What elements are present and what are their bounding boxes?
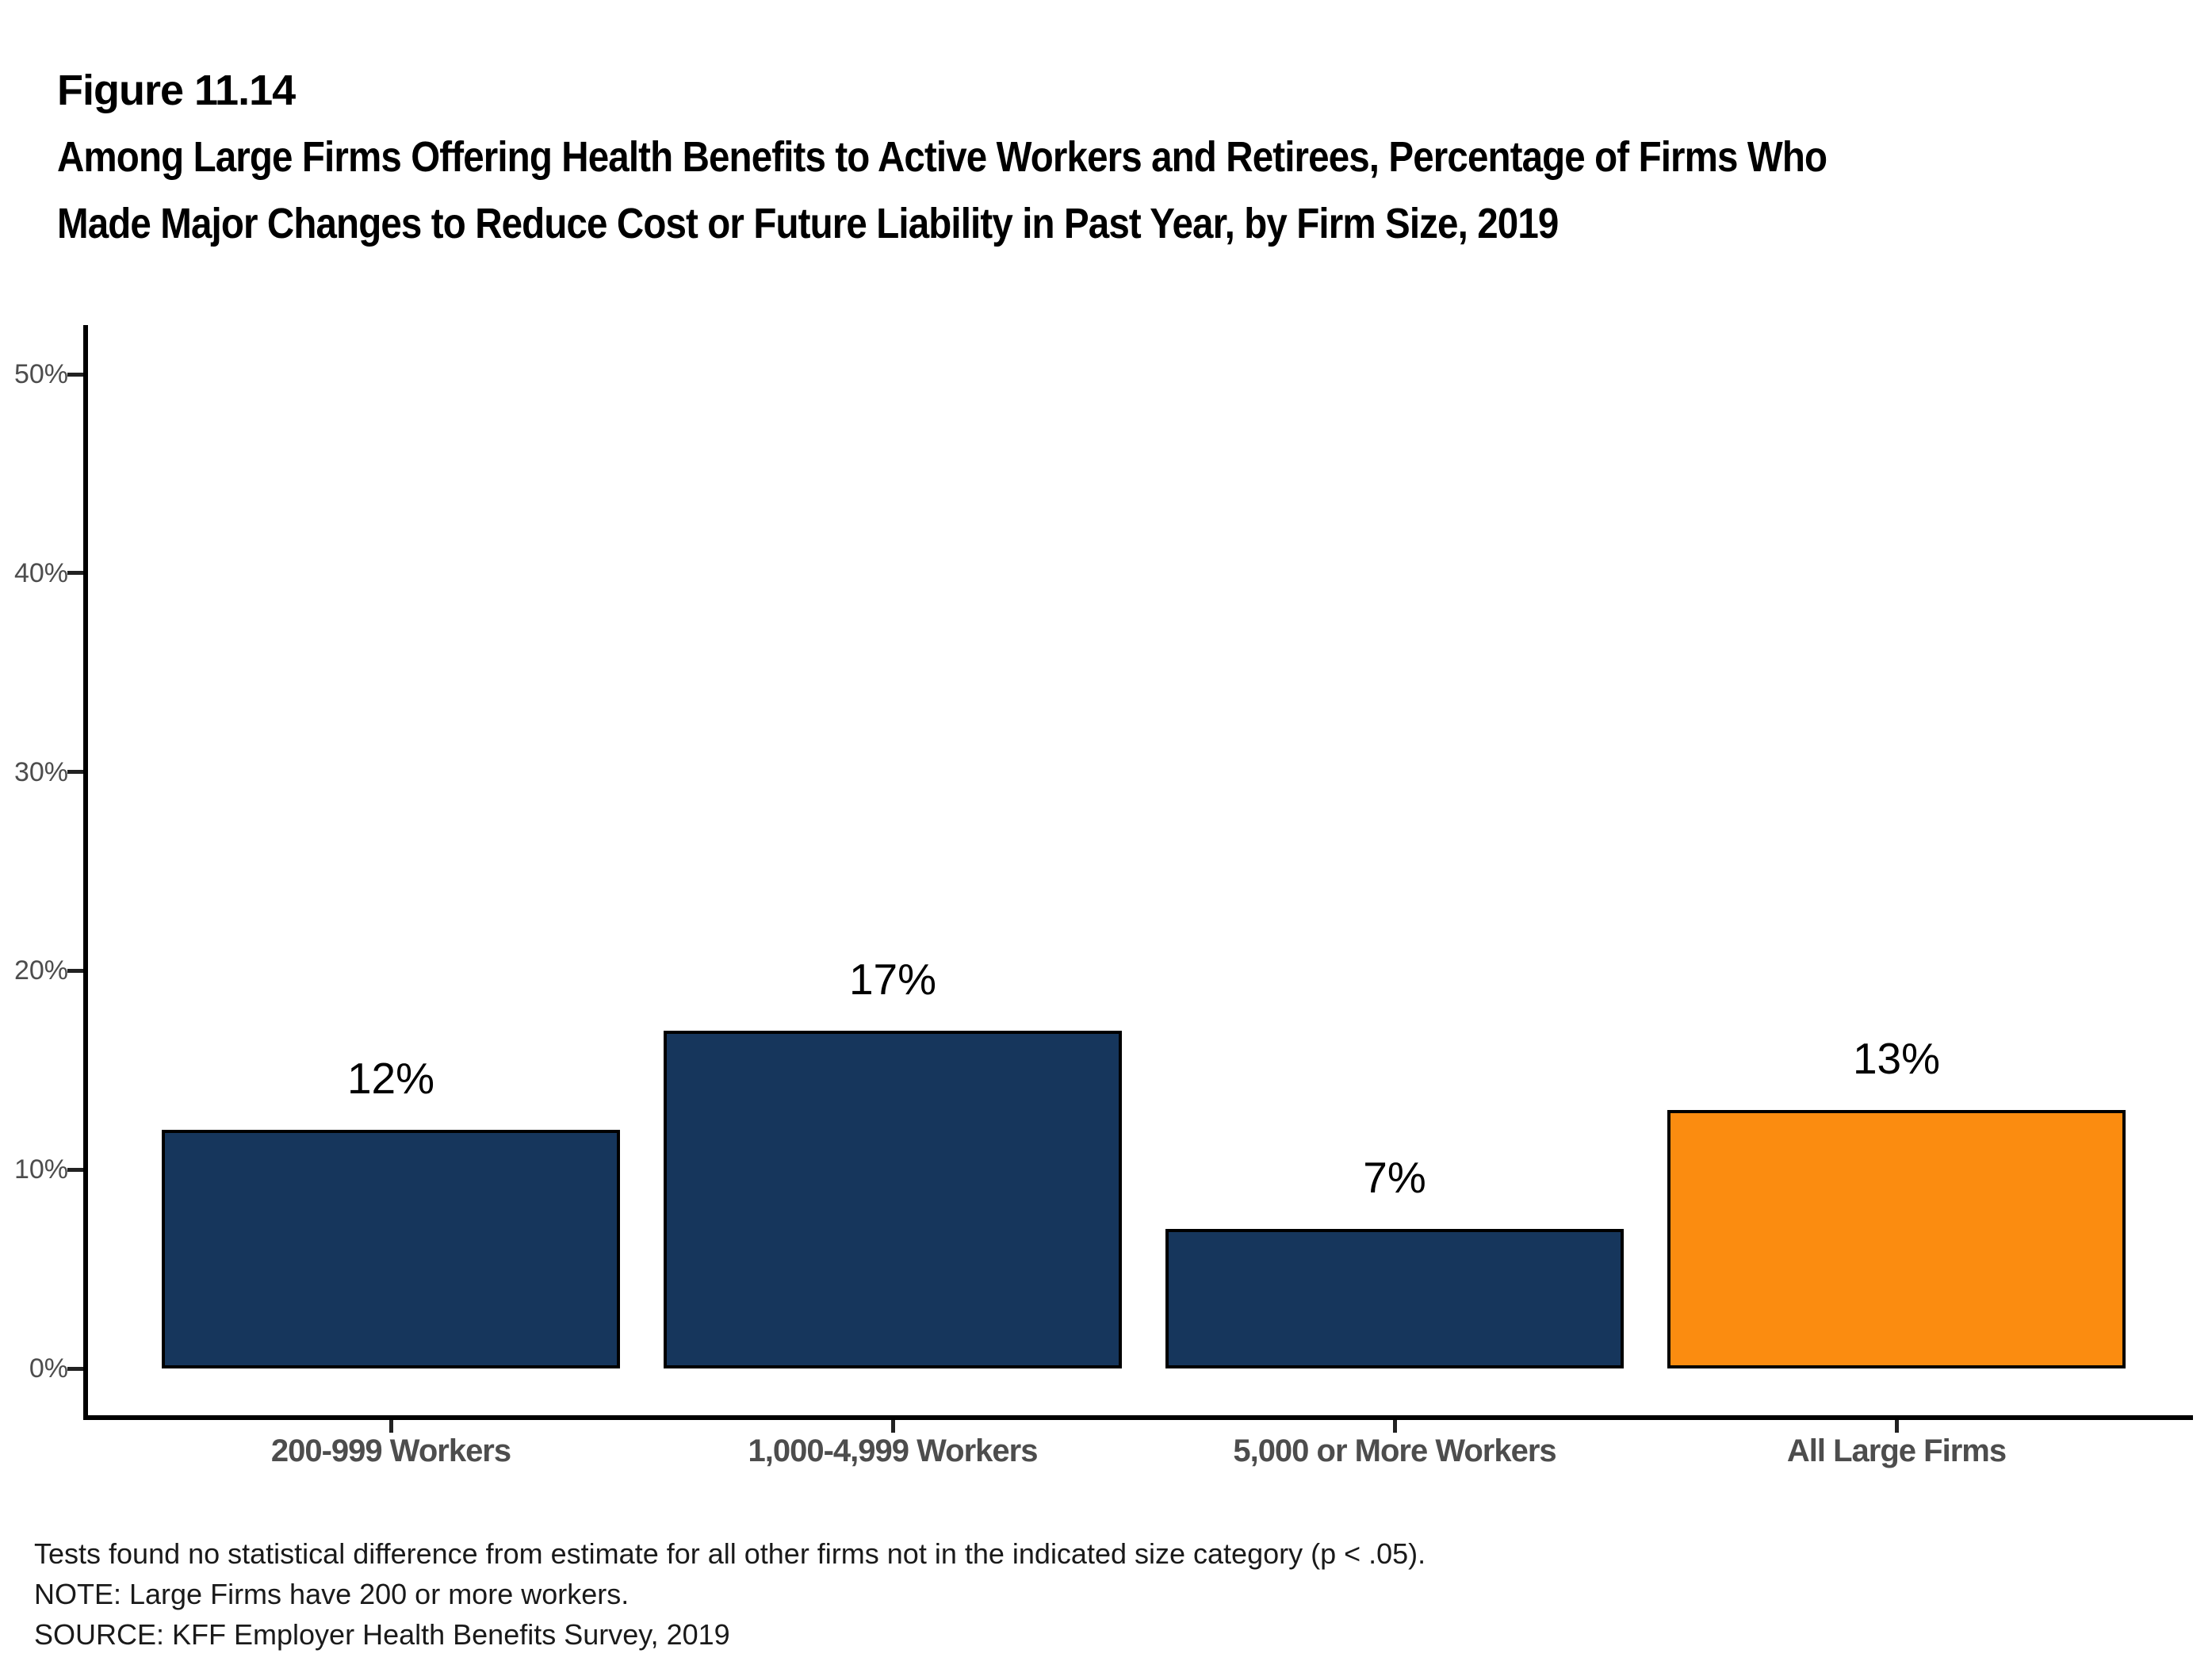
bar-value-label: 13% [1852,1033,1941,1083]
y-tick-label: 10% [13,1154,68,1185]
y-tick [67,1366,83,1371]
y-tick [67,571,83,576]
x-tick [1894,1420,1899,1433]
bar-value-label: 17% [848,954,937,1004]
y-tick [67,1167,83,1172]
y-tick [67,968,83,973]
bar [664,1030,1122,1368]
x-category-label: 5,000 or More Workers [1233,1433,1556,1468]
x-tick [388,1420,393,1433]
footnote-statistical-tests: Tests found no statistical difference fr… [34,1537,1426,1570]
bar-value-label: 7% [1363,1153,1426,1203]
bar [162,1130,620,1368]
y-tick [67,770,83,775]
footnote-note: NOTE: Large Firms have 200 or more worke… [34,1578,630,1610]
x-category-label: 200-999 Workers [270,1433,511,1468]
y-tick [67,372,83,377]
figure-header: Figure 11.14 Among Large Firms Offering … [57,57,2198,257]
footnotes: Tests found no statistical difference fr… [34,1533,2175,1655]
y-tick-label: 20% [13,955,68,986]
y-axis-line [83,325,88,1420]
bar [1165,1229,1624,1368]
x-tick [1392,1420,1397,1433]
x-category-label: 1,000-4,999 Workers [748,1433,1039,1468]
x-category-label: All Large Firms [1786,1433,2007,1468]
footnote-source: SOURCE: KFF Employer Health Benefits Sur… [34,1618,730,1651]
x-axis-line [83,1415,2193,1420]
y-tick-label: 30% [13,756,68,787]
y-tick-label: 40% [13,557,68,588]
y-tick-label: 0% [29,1353,68,1384]
y-tick-label: 50% [13,359,68,389]
bar [1667,1109,2126,1368]
figure-title: Among Large Firms Offering Health Benefi… [57,133,1827,247]
figure-number: Figure 11.14 [57,67,296,114]
bar-value-label: 12% [346,1054,435,1104]
x-tick [890,1420,895,1433]
